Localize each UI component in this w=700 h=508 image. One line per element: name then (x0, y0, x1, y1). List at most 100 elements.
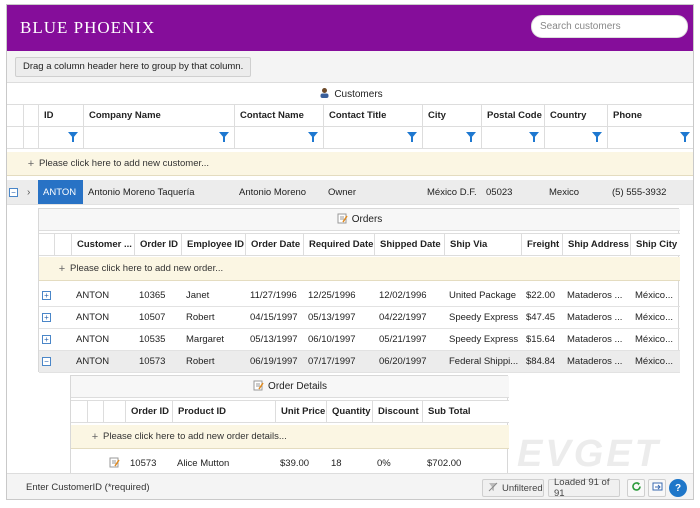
column-header-order-id[interactable]: Order ID (134, 234, 181, 255)
employee-cell[interactable]: Robert (186, 356, 215, 367)
ship-city-cell[interactable]: México... (635, 312, 674, 323)
filter-funnel-icon[interactable] (219, 132, 229, 142)
postal-code-cell[interactable]: 05023 (486, 186, 513, 198)
filter-funnel-icon[interactable] (466, 132, 476, 142)
filter-funnel-icon[interactable] (680, 132, 690, 142)
order-date-cell[interactable]: 11/27/1996 (250, 290, 297, 301)
column-header-shipped-date[interactable]: Shipped Date (374, 234, 444, 255)
column-header-ship-address[interactable]: Ship Address (562, 234, 630, 255)
customer-id-cell[interactable]: ANTON (38, 180, 83, 204)
column-header-required-date[interactable]: Required Date (303, 234, 374, 255)
expand-plus-icon[interactable]: + (42, 291, 51, 300)
order-row[interactable]: − ANTON 10573 Robert 06/19/1997 07/17/19… (39, 351, 680, 373)
filter-funnel-icon[interactable] (529, 132, 539, 142)
column-header-discount[interactable]: Discount (372, 401, 422, 422)
city-cell[interactable]: México D.F. (427, 186, 477, 198)
employee-cell[interactable]: Margaret (186, 334, 225, 345)
export-button[interactable] (648, 479, 666, 497)
order-id-cell[interactable]: 10535 (139, 334, 166, 345)
edit-pencil-icon[interactable] (109, 457, 120, 471)
freight-cell[interactable]: $22.00 (526, 290, 556, 301)
freight-cell[interactable]: $15.64 (526, 334, 556, 345)
order-date-cell[interactable]: 06/19/1997 (250, 356, 298, 367)
order-id-cell[interactable]: 10507 (139, 312, 166, 323)
order-row[interactable]: + ANTON 10535 Margaret 05/13/1997 06/10/… (39, 329, 680, 351)
order-row[interactable]: + ANTON 10365 Janet 11/27/1996 12/25/199… (39, 285, 680, 307)
freight-cell[interactable]: $84.84 (526, 356, 556, 367)
column-header-phone[interactable]: Phone (607, 105, 693, 126)
order-date-cell[interactable]: 05/13/1997 (250, 334, 298, 345)
ship-address-cell[interactable]: Mataderos ... (567, 356, 623, 367)
shipped-date-cell[interactable]: 04/22/1997 (379, 312, 427, 323)
order-customer-cell[interactable]: ANTON (76, 312, 110, 323)
column-header-order-id[interactable]: Order ID (125, 401, 172, 422)
filter-cell-company-name[interactable] (83, 127, 234, 148)
ship-via-cell[interactable]: Speedy Express (449, 334, 519, 345)
contact-title-cell[interactable]: Owner (328, 186, 356, 198)
filter-funnel-icon[interactable] (68, 132, 78, 142)
search-box[interactable] (531, 15, 688, 38)
ship-city-cell[interactable]: México... (635, 290, 674, 301)
column-header-contact-name[interactable]: Contact Name (234, 105, 323, 126)
ship-via-cell[interactable]: Speedy Express (449, 312, 519, 323)
column-header-contact-title[interactable]: Contact Title (323, 105, 422, 126)
product-cell[interactable]: Alice Mutton (177, 457, 230, 469)
add-customer-row[interactable]: + Please click here to add new customer.… (7, 152, 693, 176)
column-header-ship-via[interactable]: Ship Via (444, 234, 521, 255)
order-id-cell[interactable]: 10573 (139, 356, 166, 367)
ship-address-cell[interactable]: Mataderos ... (567, 334, 623, 345)
ship-address-cell[interactable]: Mataderos ... (567, 312, 623, 323)
collapse-minus-icon[interactable]: − (9, 188, 18, 197)
ship-city-cell[interactable]: México... (635, 334, 674, 345)
freight-cell[interactable]: $47.45 (526, 312, 556, 323)
sub-total-cell[interactable]: $702.00 (427, 457, 462, 469)
column-header-order-date[interactable]: Order Date (245, 234, 303, 255)
order-customer-cell[interactable]: ANTON (76, 356, 110, 367)
company-name-cell[interactable]: Antonio Moreno Taquería (88, 186, 195, 198)
column-header-freight[interactable]: Freight (521, 234, 562, 255)
column-header-ship-city[interactable]: Ship City (630, 234, 680, 255)
filter-status-button[interactable]: Unfiltered (482, 479, 544, 497)
phone-cell[interactable]: (5) 555-3932 (612, 186, 667, 198)
search-input[interactable] (540, 21, 675, 32)
country-cell[interactable]: Mexico (549, 186, 580, 198)
ship-via-cell[interactable]: United Package (449, 290, 517, 301)
order-row[interactable]: + ANTON 10507 Robert 04/15/1997 05/13/19… (39, 307, 680, 329)
filter-cell-contact-title[interactable] (323, 127, 422, 148)
filter-cell-postal-code[interactable] (481, 127, 544, 148)
order-customer-cell[interactable]: ANTON (76, 290, 110, 301)
shipped-date-cell[interactable]: 05/21/1997 (379, 334, 427, 345)
filter-cell-city[interactable] (422, 127, 481, 148)
detail-order-id-cell[interactable]: 10573 (130, 457, 157, 469)
filter-cell-country[interactable] (544, 127, 607, 148)
customer-row[interactable]: − › ANTON Antonio Moreno Taquería Antoni… (7, 180, 693, 205)
required-date-cell[interactable]: 07/17/1997 (308, 356, 356, 367)
column-header-country[interactable]: Country (544, 105, 607, 126)
filter-cell-contact-name[interactable] (234, 127, 323, 148)
shipped-date-cell[interactable]: 06/20/1997 (379, 356, 427, 367)
refresh-button[interactable] (627, 479, 645, 497)
shipped-date-cell[interactable]: 12/02/1996 (379, 290, 427, 301)
add-order-detail-row[interactable]: + Please click here to add new order det… (71, 425, 509, 449)
filter-funnel-icon[interactable] (308, 132, 318, 142)
collapse-minus-icon[interactable]: − (42, 357, 51, 366)
required-date-cell[interactable]: 06/10/1997 (308, 334, 356, 345)
contact-name-cell[interactable]: Antonio Moreno (239, 186, 307, 198)
unit-price-cell[interactable]: $39.00 (280, 457, 310, 469)
order-detail-row[interactable]: 10573 Alice Mutton $39.00 18 0% $702.00 (71, 452, 509, 474)
column-header-unit-price[interactable]: Unit Price (275, 401, 326, 422)
column-header-quantity[interactable]: Quantity (326, 401, 372, 422)
order-date-cell[interactable]: 04/15/1997 (250, 312, 298, 323)
employee-cell[interactable]: Robert (186, 312, 215, 323)
column-header-employee-id[interactable]: Employee ID (181, 234, 245, 255)
ship-address-cell[interactable]: Mataderos ... (567, 290, 623, 301)
ship-city-cell[interactable]: México... (635, 356, 674, 367)
column-header-product-id[interactable]: Product ID (172, 401, 275, 422)
column-header-id[interactable]: ID (38, 105, 83, 126)
column-header-customer[interactable]: Customer ... (71, 234, 134, 255)
required-date-cell[interactable]: 05/13/1997 (308, 312, 356, 323)
group-drop-area[interactable]: Drag a column header here to group by th… (15, 57, 252, 77)
column-header-city[interactable]: City (422, 105, 481, 126)
filter-funnel-icon[interactable] (407, 132, 417, 142)
help-button[interactable]: ? (669, 479, 687, 497)
